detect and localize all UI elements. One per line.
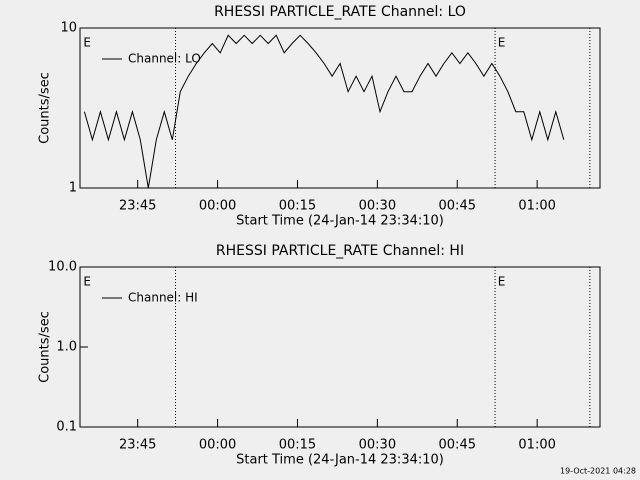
annotation: E: [498, 36, 506, 50]
x-tick-label: 23:45: [119, 438, 156, 453]
timestamp: 19-Oct-2021 04:28: [560, 467, 636, 476]
y-tick-label: 0.1: [56, 420, 77, 435]
y-axis-label: Counts/sec: [38, 72, 53, 144]
x-axis-label: Start Time (24-Jan-14 23:34:10): [236, 214, 444, 229]
plot-frame: [79, 27, 601, 189]
y-tick-label: 1: [69, 181, 77, 196]
chart-title: RHESSI PARTICLE_RATE Channel: HI: [216, 243, 464, 259]
chart-title: RHESSI PARTICLE_RATE Channel: LO: [214, 4, 466, 20]
legend-label: Channel: LO: [128, 52, 201, 66]
x-tick-label: 00:30: [359, 199, 396, 214]
y-tick-label: 10.0: [48, 260, 77, 275]
annotation: E: [83, 36, 91, 50]
annotation: E: [498, 275, 506, 289]
x-tick-label: 00:45: [439, 199, 476, 214]
x-tick-label: 00:45: [439, 438, 476, 453]
x-tick-label: 01:00: [518, 199, 555, 214]
y-tick-label: 1.0: [56, 340, 77, 355]
y-axis-label: Counts/sec: [38, 311, 53, 383]
y-tick-label: 10: [60, 21, 77, 36]
x-tick-label: 00:00: [199, 199, 236, 214]
x-tick-label: 00:00: [199, 438, 236, 453]
x-tick-label: 00:15: [279, 199, 316, 214]
annotation: E: [83, 275, 91, 289]
legend-label: Channel: HI: [128, 291, 198, 305]
x-axis-label: Start Time (24-Jan-14 23:34:10): [236, 453, 444, 468]
x-tick-label: 00:30: [359, 438, 396, 453]
x-tick-label: 01:00: [518, 438, 555, 453]
x-tick-label: 23:45: [119, 199, 156, 214]
data-line: [83, 34, 565, 189]
x-tick-label: 00:15: [279, 438, 316, 453]
